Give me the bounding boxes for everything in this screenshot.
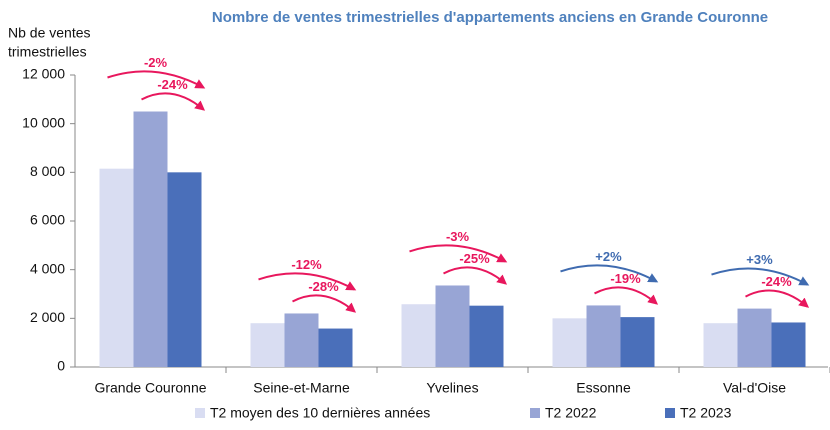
y-axis-label: trimestrielles xyxy=(8,44,87,60)
bar xyxy=(703,323,738,367)
x-tick-label: Val-d'Oise xyxy=(723,380,786,396)
y-tick-label: 10 000 xyxy=(22,114,65,130)
annotation-label: -12% xyxy=(291,257,322,272)
chart-title: Nombre de ventes trimestrielles d'appart… xyxy=(212,9,768,26)
annotation-label: -24% xyxy=(761,274,792,289)
y-tick-label: 2 000 xyxy=(30,309,65,325)
legend-label: T2 moyen des 10 dernières années xyxy=(210,405,430,421)
annotation-label: -25% xyxy=(459,251,490,266)
annotation-arrow xyxy=(711,267,810,286)
legend-label: T2 2023 xyxy=(680,405,732,421)
annotation-arrow xyxy=(745,289,810,308)
bar xyxy=(771,322,806,367)
annotation-label: -19% xyxy=(610,271,641,286)
annotation-label: -2% xyxy=(144,55,168,70)
bar xyxy=(469,305,504,367)
annotation-arrow xyxy=(258,272,357,291)
x-tick-label: Essonne xyxy=(576,380,631,396)
annotation-label: -28% xyxy=(308,279,339,294)
annotation-label: +2% xyxy=(595,249,622,264)
y-axis-label: Nb de ventes xyxy=(8,25,91,41)
annotation-label: -3% xyxy=(446,229,470,244)
annotation-label: +3% xyxy=(746,252,773,267)
bar xyxy=(167,172,202,367)
legend-label: T2 2022 xyxy=(545,405,597,421)
x-tick-label: Yvelines xyxy=(426,380,478,396)
legend-swatch xyxy=(195,408,205,418)
annotation-arrow xyxy=(409,244,508,263)
annotation-arrow xyxy=(141,92,206,111)
annotation-arrow xyxy=(594,286,659,305)
bar xyxy=(737,308,772,367)
annotation-arrow xyxy=(107,70,206,89)
bar xyxy=(586,305,621,367)
y-tick-label: 4 000 xyxy=(30,260,65,276)
bar xyxy=(620,317,655,367)
bar xyxy=(284,313,319,367)
x-tick-label: Seine-et-Marne xyxy=(253,380,350,396)
y-tick-label: 0 xyxy=(57,358,65,374)
bar xyxy=(99,168,134,367)
annotation-label: -24% xyxy=(157,77,188,92)
y-tick-label: 12 000 xyxy=(22,66,65,82)
annotation-arrow xyxy=(560,264,659,283)
legend-swatch xyxy=(665,408,675,418)
y-tick-label: 6 000 xyxy=(30,212,65,228)
bar xyxy=(250,323,285,367)
bar xyxy=(401,304,436,367)
x-tick-label: Grande Couronne xyxy=(94,380,206,396)
annotation-arrow xyxy=(292,294,357,313)
bar xyxy=(435,285,470,367)
bar xyxy=(318,328,353,367)
bar xyxy=(133,111,168,367)
bar xyxy=(552,318,587,367)
legend-swatch xyxy=(530,408,540,418)
y-tick-label: 8 000 xyxy=(30,163,65,179)
annotation-arrow xyxy=(443,266,508,285)
